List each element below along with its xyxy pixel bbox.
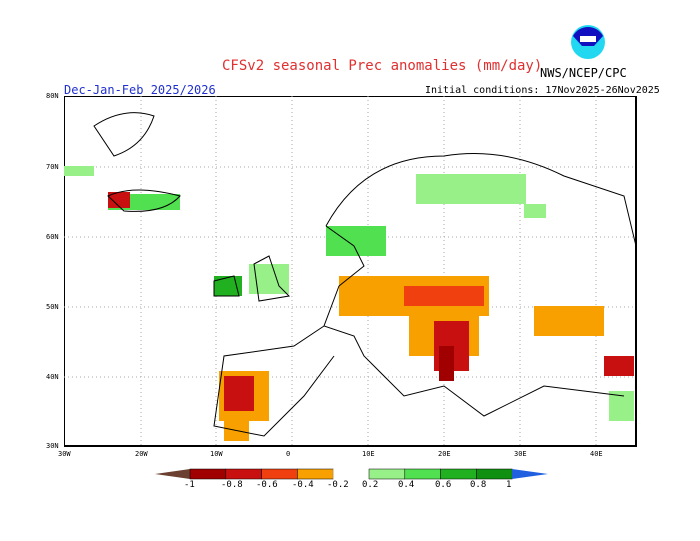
lon-tick-label: 30W [58,450,71,458]
lon-tick-label: 40E [590,450,603,458]
colorbar-swatch [333,469,369,479]
colorbar-label: -1 [184,480,195,490]
colorbar-label: 1 [506,480,512,490]
colorbar-label: -0.8 [221,480,243,490]
colorbar-swatch [225,468,262,480]
lon-tick-label: 20W [135,450,148,458]
lon-tick-label: 10W [210,450,223,458]
lat-tick-label: 40N [46,373,59,381]
colorbar-swatch [440,468,477,480]
lat-tick-label: 30N [46,442,59,450]
colorbar-swatch [368,468,406,480]
colorbar-label: 0.6 [435,480,452,490]
season-label: Dec-Jan-Feb 2025/2026 [64,83,216,97]
lon-tick-label: 30E [514,450,527,458]
chart-title: CFSv2 seasonal Prec anomalies (mm/day) [222,58,543,74]
initial-conditions: Initial conditions: 17Nov2025-26Nov2025 [425,85,660,96]
colorbar-label: 0.2 [362,480,379,490]
colorbar-swatch [261,468,298,480]
lat-tick-label: 50N [46,303,59,311]
colorbar-swatch [404,468,441,480]
colorbar-label: 0.4 [398,480,415,490]
agency-label: NWS/NCEP/CPC [540,66,627,80]
lon-tick-label: 0 [286,450,291,458]
colorbar-overflow [512,469,548,479]
colorbar-underflow [155,469,190,479]
coastlines [93,112,637,446]
lon-tick-label: 10E [362,450,375,458]
lon-tick-label: 20E [438,450,451,458]
colorbar-swatch [476,468,513,480]
lat-tick-label: 70N [46,163,59,171]
colorbar-label: -0.4 [292,480,314,490]
lat-tick-label: 60N [46,233,59,241]
noaa-logo [570,22,606,66]
map-panel [64,96,637,447]
anomaly-shading [64,166,634,441]
colorbar [155,468,548,480]
colorbar-label: 0.8 [470,480,487,490]
lat-tick-label: 80N [46,92,59,100]
colorbar-label: -0.2 [327,480,349,490]
colorbar-swatch [297,468,334,480]
colorbar-label: -0.6 [256,480,278,490]
colorbar-swatch [189,468,227,480]
